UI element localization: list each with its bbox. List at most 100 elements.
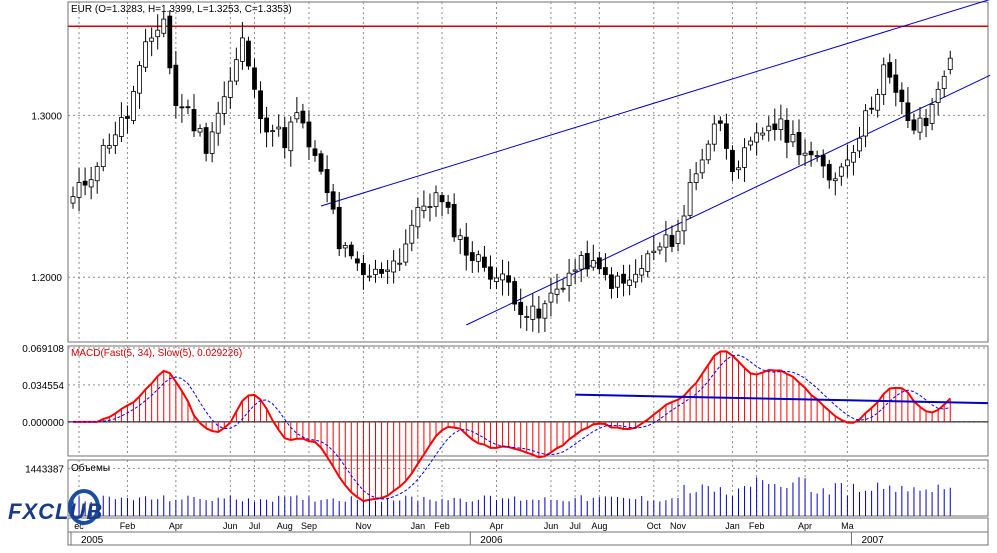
candle-body xyxy=(651,250,657,253)
fxclub-logo: FXCLUB xyxy=(8,489,102,525)
candle-body xyxy=(112,134,118,146)
candle-body xyxy=(536,308,542,319)
candle-body xyxy=(282,127,288,149)
price-trendline xyxy=(320,0,990,207)
candle-body xyxy=(869,107,874,110)
month-label: Jan xyxy=(411,521,426,531)
candle-body xyxy=(838,166,844,177)
year-label: 2006 xyxy=(480,535,503,546)
candle-body xyxy=(784,119,790,143)
candle-body xyxy=(312,148,318,156)
month-label: Jul xyxy=(249,521,261,531)
candle-body xyxy=(814,155,820,157)
candle-body xyxy=(790,134,796,143)
logo-ring-icon xyxy=(68,489,100,525)
candle-body xyxy=(621,273,626,284)
macd-tick-label: 0.069108 xyxy=(22,344,64,355)
candle-body xyxy=(615,275,620,288)
candle-body xyxy=(633,273,639,283)
candle-body xyxy=(463,236,469,256)
candle-body xyxy=(494,277,499,282)
candle-body xyxy=(215,112,221,134)
year-axis-frame xyxy=(67,531,989,546)
candle-body xyxy=(167,15,173,69)
candle-body xyxy=(778,118,784,130)
candle-body xyxy=(584,253,590,270)
volume-panel[interactable] xyxy=(72,477,951,516)
macd-panel[interactable] xyxy=(68,350,989,503)
month-label: Feb xyxy=(120,521,136,531)
candle-body xyxy=(905,102,911,121)
price-tick-label: 1.3000 xyxy=(31,111,62,122)
candle-body xyxy=(76,182,82,198)
candle-body xyxy=(881,64,887,96)
candle-body xyxy=(161,18,167,34)
candle-body xyxy=(264,117,270,133)
candle-body xyxy=(590,260,596,268)
candle-body xyxy=(481,256,487,268)
candle-body xyxy=(227,80,233,98)
candle-body xyxy=(94,166,100,182)
candle-body xyxy=(367,275,372,278)
candle-body xyxy=(887,62,893,78)
candle-body xyxy=(373,268,378,275)
candle-body xyxy=(941,75,947,89)
candle-body xyxy=(451,203,457,238)
candle-body xyxy=(542,303,548,319)
candle-body xyxy=(766,125,772,132)
candle-body xyxy=(70,196,76,204)
candle-body xyxy=(421,205,427,212)
candle-body xyxy=(572,269,578,272)
month-label: Ma xyxy=(841,521,854,531)
candle-body xyxy=(603,267,608,276)
candle-body xyxy=(403,243,409,263)
candle-body xyxy=(439,195,445,203)
month-label: Nov xyxy=(670,521,687,531)
month-label: Aug xyxy=(591,521,607,531)
month-label: Feb xyxy=(434,521,450,531)
candle-body xyxy=(681,215,687,232)
month-label: Apr xyxy=(489,521,503,531)
volume-header: Объемы xyxy=(71,462,110,474)
candle-body xyxy=(354,258,360,264)
candle-body xyxy=(433,192,439,208)
candle-body xyxy=(711,123,717,145)
candle-body xyxy=(857,137,862,152)
month-label: Jul xyxy=(569,521,581,531)
candle-body xyxy=(717,120,723,124)
candle-body xyxy=(754,132,760,143)
candle-body xyxy=(935,88,941,104)
macd-main-line xyxy=(73,350,951,503)
candle-body xyxy=(239,37,245,62)
candle-body xyxy=(518,301,524,315)
price-frame xyxy=(67,1,989,343)
macd-tick-label: 0.034554 xyxy=(22,381,64,392)
month-label: Jun xyxy=(223,521,238,531)
candle-body xyxy=(724,123,729,149)
candle-body xyxy=(143,41,149,68)
candle-body xyxy=(802,152,808,156)
candle-body xyxy=(851,152,856,163)
candle-body xyxy=(657,246,663,251)
candle-body xyxy=(911,119,917,131)
candle-body xyxy=(554,288,560,295)
candle-body xyxy=(742,147,747,168)
candle-body xyxy=(106,145,112,149)
candle-body xyxy=(318,153,324,172)
candle-body xyxy=(149,37,155,42)
candle-body xyxy=(772,123,778,131)
candle-body xyxy=(445,201,451,208)
candle-body xyxy=(409,224,415,244)
month-label: Apr xyxy=(798,521,812,531)
candle-body xyxy=(300,110,306,124)
price-panel[interactable] xyxy=(68,0,991,333)
candle-body xyxy=(185,106,191,109)
candle-body xyxy=(330,191,336,210)
candle-body xyxy=(845,159,850,167)
macd-trendline xyxy=(575,393,989,405)
candle-body xyxy=(379,269,384,274)
candle-body xyxy=(875,94,881,111)
month-label: Nov xyxy=(355,521,372,531)
candle-body xyxy=(627,279,632,286)
